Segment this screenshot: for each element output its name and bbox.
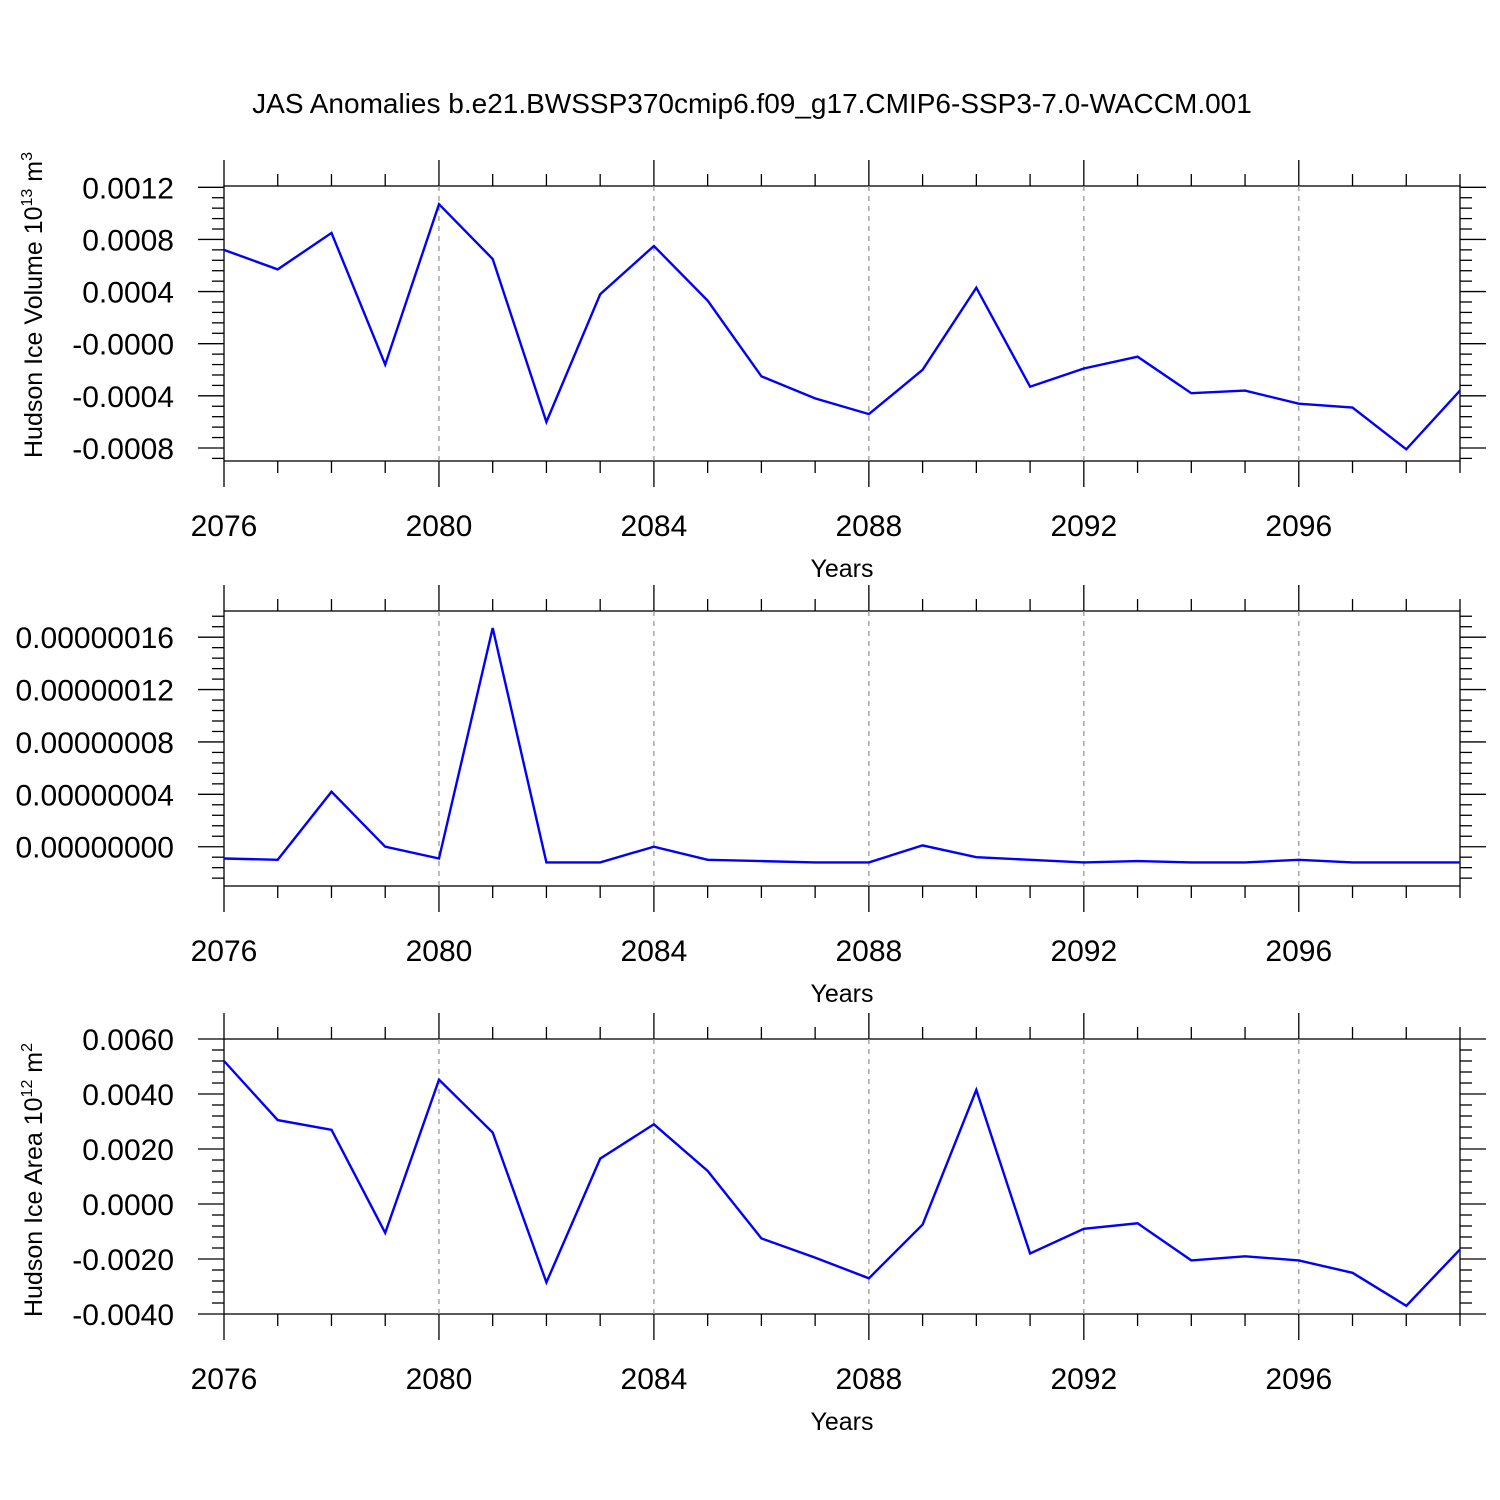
y-tick-label: -0.0000 <box>72 329 174 362</box>
panel-1: 2076 2080 2084 2088 2092 2096 Years 0.0012 0.000… <box>19 152 1486 583</box>
x-tick-label: 2096 <box>1265 510 1332 543</box>
x-tick-label: 2084 <box>621 1363 688 1396</box>
x-tick-label: 2092 <box>1050 1363 1117 1396</box>
y-tick-label: 0.0060 <box>82 1024 174 1057</box>
panel-3: 2076 2080 2084 2088 2092 2096 Years 0.0060 0.004… <box>19 1013 1486 1436</box>
y-axis-label: Hudson Ice Volume 1013 m3 <box>19 152 48 458</box>
y-tick-label: 0.0008 <box>82 224 174 257</box>
plot-frame <box>223 1038 1461 1315</box>
x-tick-label: 2076 <box>191 510 258 543</box>
x-tick-label: 2080 <box>406 510 473 543</box>
x-tick-label: 2076 <box>191 1363 258 1396</box>
x-tick-label: 2088 <box>835 1363 902 1396</box>
y-tick-label: 0.00000004 <box>16 779 175 812</box>
y-tick-label: 0.0000 <box>82 1189 174 1222</box>
y-tick-label: -0.0020 <box>72 1244 174 1277</box>
x-tick-label: 2080 <box>406 1363 473 1396</box>
data-series-line <box>223 627 1460 864</box>
x-tick-label: 2080 <box>406 935 473 968</box>
x-tick-label: 2096 <box>1265 1363 1332 1396</box>
y-tick-label: 0.0020 <box>82 1134 174 1167</box>
x-tick-label: 2096 <box>1265 935 1332 968</box>
y-tick-label: -0.0040 <box>72 1299 174 1332</box>
panel-2: 2076 2080 2084 2088 2092 2096 Years 0.00000016 0… <box>16 585 1486 1008</box>
y-tick-label: 0.00000012 <box>16 675 175 708</box>
data-series-line <box>223 1060 1461 1308</box>
panels: 2076 2080 2084 2088 2092 2096 Years 0.0012 0.000… <box>16 152 1486 1436</box>
x-tick-label: 2088 <box>835 510 902 543</box>
y-tick-label: 0.00000000 <box>16 832 175 865</box>
x-tick-label: 2084 <box>621 935 688 968</box>
x-tick-label: 2084 <box>621 510 688 543</box>
y-axis-label: Hudson Ice Area 1012 m2 <box>19 1043 48 1317</box>
plot-frame <box>223 610 1461 887</box>
y-tick-label: -0.0004 <box>72 381 174 414</box>
x-tick-label: 2092 <box>1050 510 1117 543</box>
y-tick-label: 0.0004 <box>82 277 174 310</box>
x-axis-label: Years <box>810 980 873 1008</box>
x-tick-label: 2076 <box>191 935 258 968</box>
y-tick-label: 0.00000008 <box>16 727 175 760</box>
x-axis-label: Years <box>810 555 873 583</box>
x-axis-label: Years <box>810 1408 873 1436</box>
y-tick-label: 0.0012 <box>82 172 174 205</box>
x-tick-label: 2092 <box>1050 935 1117 968</box>
plot-frame <box>223 185 1461 462</box>
data-series-line <box>223 201 1461 451</box>
y-tick-label: 0.0040 <box>82 1079 174 1112</box>
x-tick-label: 2088 <box>835 935 902 968</box>
y-tick-label: 0.00000016 <box>16 622 175 655</box>
y-tick-label: -0.0008 <box>72 433 174 466</box>
chart-title: JAS Anomalies b.e21.BWSSP370cmip6.f09_g1… <box>252 88 1252 119</box>
